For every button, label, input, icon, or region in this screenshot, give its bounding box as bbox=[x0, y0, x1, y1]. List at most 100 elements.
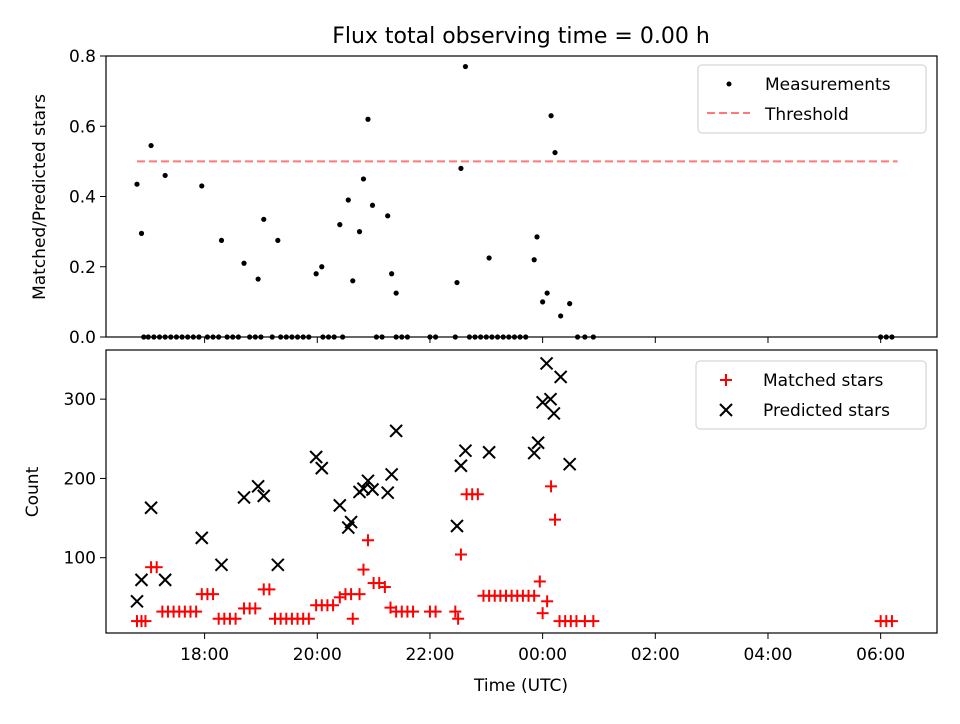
legend-matched-label: Matched stars bbox=[763, 371, 883, 391]
x-axis-label: Time (UTC) bbox=[473, 676, 568, 696]
predicted-star-point bbox=[458, 443, 473, 458]
measurement-point bbox=[179, 334, 185, 340]
predicted-star-point bbox=[195, 531, 209, 545]
matched-star-point bbox=[229, 612, 242, 625]
measurement-point bbox=[558, 313, 564, 319]
legend-measurements-label: Measurements bbox=[765, 75, 891, 95]
matched-star-point bbox=[449, 605, 462, 618]
matched-star-point bbox=[429, 605, 442, 618]
measurement-point bbox=[156, 334, 163, 340]
measurement-point bbox=[255, 276, 261, 282]
measurement-point bbox=[452, 334, 458, 340]
x-tick-label: 04:00 bbox=[743, 645, 792, 665]
measurement-point bbox=[574, 334, 581, 340]
matched-star-point bbox=[536, 607, 549, 620]
bottom-y-tick-label: 300 bbox=[64, 390, 96, 410]
matched-star-point bbox=[190, 605, 203, 618]
measurement-point bbox=[247, 334, 253, 340]
measurement-point bbox=[458, 165, 464, 171]
legend-predicted-label: Predicted stars bbox=[763, 401, 890, 421]
measurement-point bbox=[379, 334, 385, 340]
measurement-point bbox=[283, 334, 289, 340]
measurement-point bbox=[523, 334, 529, 340]
measurement-point bbox=[500, 334, 506, 340]
measurement-point bbox=[462, 63, 469, 70]
measurements-legend-marker bbox=[726, 81, 732, 87]
predicted-star-point bbox=[158, 573, 172, 587]
predicted-star-point bbox=[527, 446, 541, 460]
top-y-tick-label: 0.6 bbox=[69, 117, 96, 137]
top-y-tick-label: 0.0 bbox=[69, 328, 96, 348]
measurement-point bbox=[340, 334, 346, 340]
top-plot-area: 0.0 0.2 0.4 0.6 0.8 bbox=[69, 47, 938, 348]
predicted-star-point bbox=[130, 594, 144, 608]
measurement-point bbox=[230, 334, 236, 340]
matched-star-point bbox=[452, 612, 465, 625]
x-tick-label: 06:00 bbox=[856, 645, 905, 665]
matched-star-point bbox=[361, 534, 374, 547]
matched-star-point bbox=[302, 612, 315, 625]
predicted-star-point bbox=[531, 436, 545, 450]
measurement-point bbox=[148, 142, 154, 149]
measurement-point bbox=[567, 301, 573, 307]
top-y-tick-label: 0.4 bbox=[69, 188, 96, 208]
matched-star-point bbox=[528, 589, 541, 602]
predicted-star-point bbox=[454, 459, 468, 473]
measurement-point bbox=[404, 334, 411, 340]
bottom-plot-area: 18:00 20:00 22:00 00:00 02:00 04:00 06:00 100 20… bbox=[64, 349, 938, 665]
predicted-star-point bbox=[380, 485, 395, 500]
matched-star-point bbox=[249, 602, 262, 615]
top-legend: Measurements Threshold bbox=[697, 64, 927, 134]
measurement-point bbox=[478, 334, 484, 340]
matched-star-point bbox=[353, 588, 366, 601]
measurement-point bbox=[369, 202, 376, 208]
matched-star-point bbox=[454, 548, 467, 561]
bottom-plot-frame bbox=[105, 349, 938, 634]
predicted-star-point bbox=[361, 474, 375, 488]
measurement-point bbox=[185, 334, 191, 340]
matched-star-point bbox=[885, 615, 898, 628]
bottom-y-tick-label: 100 bbox=[64, 549, 96, 569]
measurement-point bbox=[365, 116, 371, 122]
measurement-point bbox=[258, 334, 264, 340]
measurement-point bbox=[393, 334, 399, 340]
measurement-point bbox=[196, 334, 202, 340]
bottom-y-axis-label: Count bbox=[23, 466, 43, 517]
measurement-point bbox=[345, 197, 351, 203]
predicted-star-point bbox=[257, 489, 271, 503]
top-y-tick-label: 0.8 bbox=[69, 47, 96, 67]
predicted-star-point bbox=[539, 356, 554, 371]
measurement-point bbox=[300, 334, 306, 340]
top-y-axis-label: Matched/Predicted stars bbox=[30, 94, 50, 300]
predicted-star-point bbox=[384, 467, 399, 482]
measurement-point bbox=[373, 334, 380, 340]
measurement-point bbox=[472, 334, 478, 340]
measurement-point bbox=[337, 222, 343, 228]
measurement-point bbox=[320, 334, 326, 340]
measurement-point bbox=[531, 257, 537, 263]
measurement-point bbox=[151, 334, 157, 340]
predicted-star-point bbox=[271, 558, 285, 572]
matched-star-point bbox=[545, 480, 558, 493]
measurement-point bbox=[483, 334, 489, 340]
measurement-point bbox=[883, 334, 889, 340]
matched-star-point bbox=[327, 599, 340, 612]
predicted-star-point bbox=[309, 450, 323, 464]
measurement-point bbox=[210, 334, 216, 340]
measurement-point bbox=[199, 183, 205, 189]
measurement-point bbox=[486, 255, 492, 261]
measurement-point bbox=[889, 334, 895, 340]
measurement-point bbox=[162, 172, 168, 179]
predicted-star-point bbox=[482, 445, 496, 459]
measurement-point bbox=[389, 271, 395, 277]
predicted-star-point bbox=[315, 461, 329, 475]
matched-star-point bbox=[471, 488, 484, 501]
predicted-legend-marker bbox=[719, 403, 733, 417]
measurement-point bbox=[261, 216, 267, 222]
measurement-point bbox=[224, 334, 230, 340]
measurement-point bbox=[506, 334, 512, 340]
measurement-point bbox=[252, 334, 258, 340]
measurement-point bbox=[385, 213, 391, 219]
predicted-star-point bbox=[251, 479, 265, 494]
